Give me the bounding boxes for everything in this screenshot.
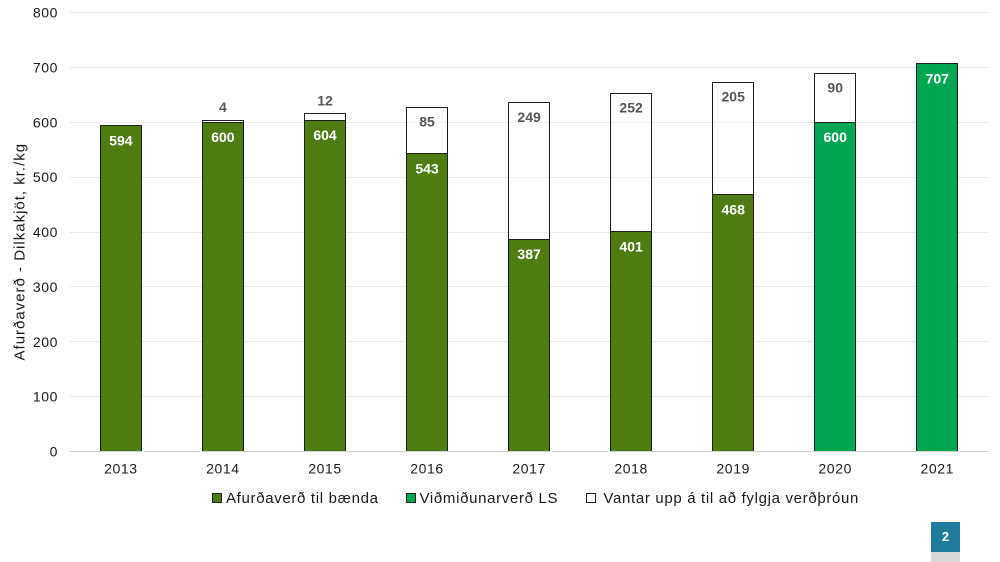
svg-text:Viðmiðunarverð LS: Viðmiðunarverð LS <box>420 490 559 507</box>
svg-text:2020: 2020 <box>818 461 852 477</box>
svg-text:0: 0 <box>50 444 58 460</box>
svg-text:200: 200 <box>33 334 58 350</box>
svg-text:252: 252 <box>619 100 643 116</box>
svg-text:2015: 2015 <box>308 461 342 477</box>
svg-text:2017: 2017 <box>512 461 546 477</box>
svg-text:12: 12 <box>317 93 333 109</box>
svg-text:401: 401 <box>619 238 643 254</box>
svg-text:543: 543 <box>415 160 439 176</box>
svg-text:249: 249 <box>517 109 541 125</box>
svg-text:2021: 2021 <box>921 461 955 477</box>
svg-text:400: 400 <box>33 224 58 240</box>
svg-text:85: 85 <box>419 113 435 129</box>
svg-text:2019: 2019 <box>716 461 750 477</box>
svg-text:90: 90 <box>827 79 843 95</box>
svg-text:594: 594 <box>109 132 133 148</box>
svg-text:500: 500 <box>33 169 58 185</box>
svg-text:Vantar upp á til að fylgja ver: Vantar upp á til að fylgja verðþróun <box>603 490 859 507</box>
svg-text:300: 300 <box>33 279 58 295</box>
svg-text:600: 600 <box>211 129 235 145</box>
svg-text:600: 600 <box>824 129 848 145</box>
svg-text:387: 387 <box>517 246 541 262</box>
svg-text:2014: 2014 <box>206 461 240 477</box>
svg-text:2018: 2018 <box>614 461 648 477</box>
svg-text:Afurðaverð - Dilkakjöt, kr./kg: Afurðaverð - Dilkakjöt, kr./kg <box>12 143 29 361</box>
svg-text:604: 604 <box>313 127 337 143</box>
svg-text:700: 700 <box>33 60 58 76</box>
svg-text:Afurðaverð til bænda: Afurðaverð til bænda <box>226 490 379 507</box>
svg-text:707: 707 <box>926 70 950 86</box>
svg-text:468: 468 <box>722 202 746 218</box>
svg-text:2016: 2016 <box>410 461 444 477</box>
svg-text:100: 100 <box>33 389 58 405</box>
svg-text:205: 205 <box>722 89 746 105</box>
svg-text:600: 600 <box>33 114 58 130</box>
svg-text:2: 2 <box>942 529 949 544</box>
svg-text:4: 4 <box>219 99 227 115</box>
svg-text:800: 800 <box>33 5 58 21</box>
svg-text:2013: 2013 <box>104 461 138 477</box>
